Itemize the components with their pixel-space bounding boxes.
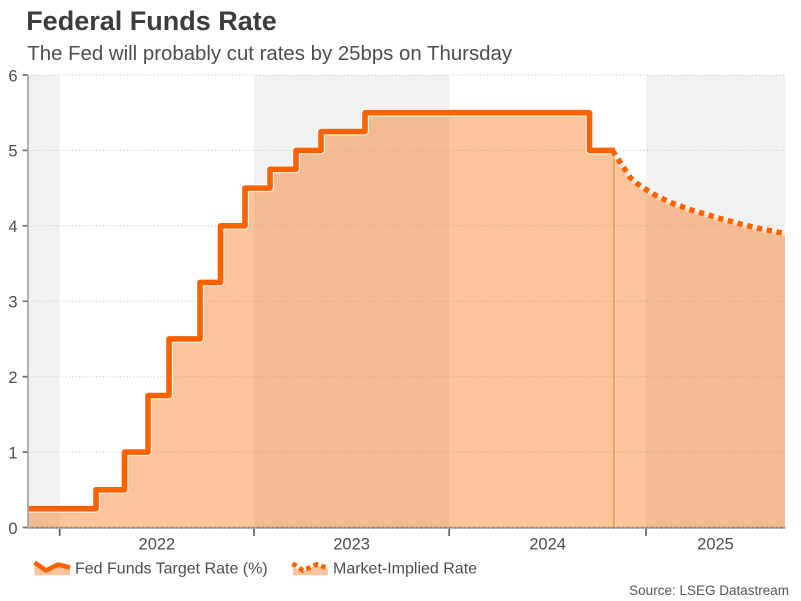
svg-text:2: 2 bbox=[8, 369, 17, 387]
svg-text:6: 6 bbox=[8, 67, 17, 85]
svg-text:5: 5 bbox=[8, 143, 17, 161]
svg-text:Market-Implied Rate: Market-Implied Rate bbox=[333, 560, 477, 577]
svg-text:4: 4 bbox=[8, 218, 17, 236]
svg-text:2023: 2023 bbox=[333, 535, 370, 553]
svg-text:2025: 2025 bbox=[697, 535, 734, 553]
svg-text:2022: 2022 bbox=[139, 535, 176, 553]
svg-text:The Fed will probably cut rate: The Fed will probably cut rates by 25bps… bbox=[27, 43, 513, 65]
svg-text:Fed Funds Target Rate (%): Fed Funds Target Rate (%) bbox=[75, 560, 268, 577]
svg-text:Source: LSEG Datastream: Source: LSEG Datastream bbox=[629, 583, 789, 598]
svg-text:Federal Funds Rate: Federal Funds Rate bbox=[26, 6, 277, 36]
svg-text:0: 0 bbox=[8, 520, 17, 538]
svg-text:2024: 2024 bbox=[529, 535, 566, 553]
svg-text:1: 1 bbox=[8, 444, 17, 462]
svg-text:3: 3 bbox=[8, 294, 17, 312]
